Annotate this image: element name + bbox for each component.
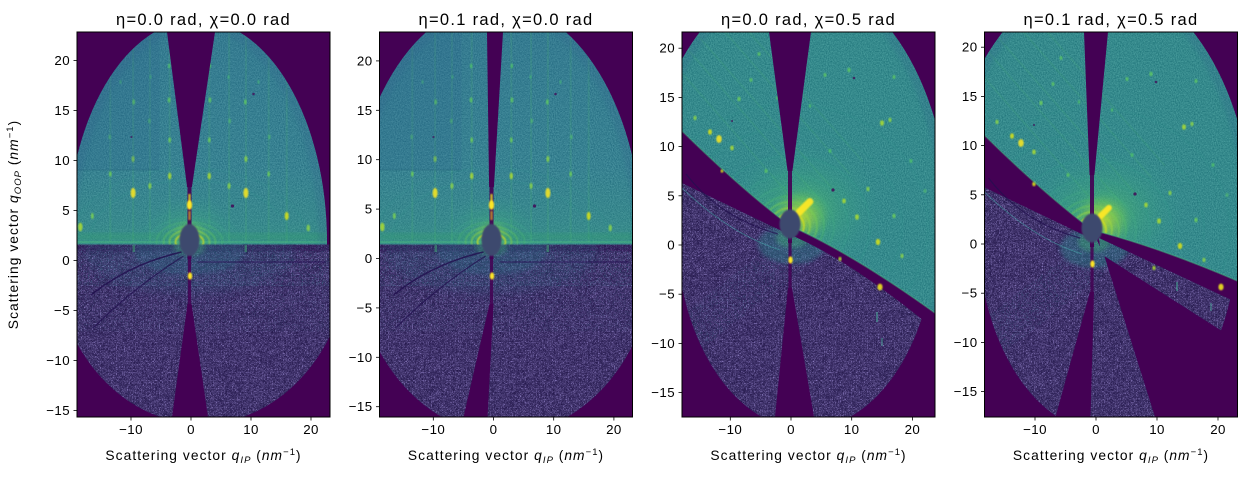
svg-text:5: 5 xyxy=(365,202,373,217)
svg-text:20: 20 xyxy=(659,41,675,56)
svg-text:−10: −10 xyxy=(1023,422,1047,437)
svg-text:Scattering vector qIP (nm−1): Scattering vector qIP (nm−1) xyxy=(710,447,906,466)
svg-text:5: 5 xyxy=(62,203,70,218)
svg-text:Scattering vector qOOP (nm−1): Scattering vector qOOP (nm−1) xyxy=(5,120,24,329)
svg-text:15: 15 xyxy=(357,103,373,118)
svg-text:η=0.0 rad, χ=0.5 rad: η=0.0 rad, χ=0.5 rad xyxy=(721,11,896,29)
svg-text:10: 10 xyxy=(1149,422,1165,437)
svg-text:20: 20 xyxy=(1210,422,1226,437)
svg-text:20: 20 xyxy=(54,53,70,68)
svg-text:0: 0 xyxy=(62,253,70,268)
svg-text:−10: −10 xyxy=(718,422,742,437)
svg-text:20: 20 xyxy=(905,422,921,437)
svg-text:15: 15 xyxy=(54,103,70,118)
svg-text:20: 20 xyxy=(303,422,319,437)
svg-text:20: 20 xyxy=(962,40,978,55)
svg-text:Scattering vector qIP (nm−1): Scattering vector qIP (nm−1) xyxy=(1013,447,1209,466)
svg-text:0: 0 xyxy=(787,422,795,437)
svg-text:−10: −10 xyxy=(421,422,445,437)
svg-text:−15: −15 xyxy=(349,399,373,414)
svg-text:η=0.0 rad, χ=0.0 rad: η=0.0 rad, χ=0.0 rad xyxy=(116,11,291,29)
svg-text:0: 0 xyxy=(970,237,978,252)
svg-text:10: 10 xyxy=(243,422,259,437)
svg-text:0: 0 xyxy=(1092,422,1100,437)
svg-text:0: 0 xyxy=(187,422,195,437)
svg-text:20: 20 xyxy=(357,53,373,68)
svg-text:η=0.1 rad, χ=0.0 rad: η=0.1 rad, χ=0.0 rad xyxy=(418,11,593,29)
svg-text:−10: −10 xyxy=(46,353,70,368)
svg-text:5: 5 xyxy=(667,188,675,203)
svg-text:−15: −15 xyxy=(954,384,978,399)
svg-text:15: 15 xyxy=(659,90,675,105)
svg-text:0: 0 xyxy=(490,422,498,437)
svg-text:−5: −5 xyxy=(357,300,373,315)
svg-text:−10: −10 xyxy=(119,422,143,437)
svg-text:10: 10 xyxy=(546,422,562,437)
svg-text:−15: −15 xyxy=(46,403,70,418)
svg-text:20: 20 xyxy=(606,422,622,437)
svg-text:−10: −10 xyxy=(954,335,978,350)
svg-text:−15: −15 xyxy=(651,385,675,400)
svg-text:10: 10 xyxy=(962,138,978,153)
svg-text:−5: −5 xyxy=(659,287,675,302)
svg-text:Scattering vector qIP (nm−1): Scattering vector qIP (nm−1) xyxy=(105,447,301,466)
svg-text:Scattering vector qIP (nm−1): Scattering vector qIP (nm−1) xyxy=(408,447,604,466)
svg-text:−5: −5 xyxy=(54,303,70,318)
svg-text:−10: −10 xyxy=(651,336,675,351)
svg-text:0: 0 xyxy=(365,251,373,266)
svg-text:10: 10 xyxy=(659,139,675,154)
svg-text:15: 15 xyxy=(962,89,978,104)
svg-text:−10: −10 xyxy=(349,350,373,365)
svg-text:10: 10 xyxy=(844,422,860,437)
svg-text:10: 10 xyxy=(54,153,70,168)
svg-text:η=0.1 rad, χ=0.5 rad: η=0.1 rad, χ=0.5 rad xyxy=(1023,11,1198,29)
svg-text:0: 0 xyxy=(667,238,675,253)
svg-text:10: 10 xyxy=(357,152,373,167)
svg-text:5: 5 xyxy=(970,187,978,202)
svg-text:−5: −5 xyxy=(962,286,978,301)
